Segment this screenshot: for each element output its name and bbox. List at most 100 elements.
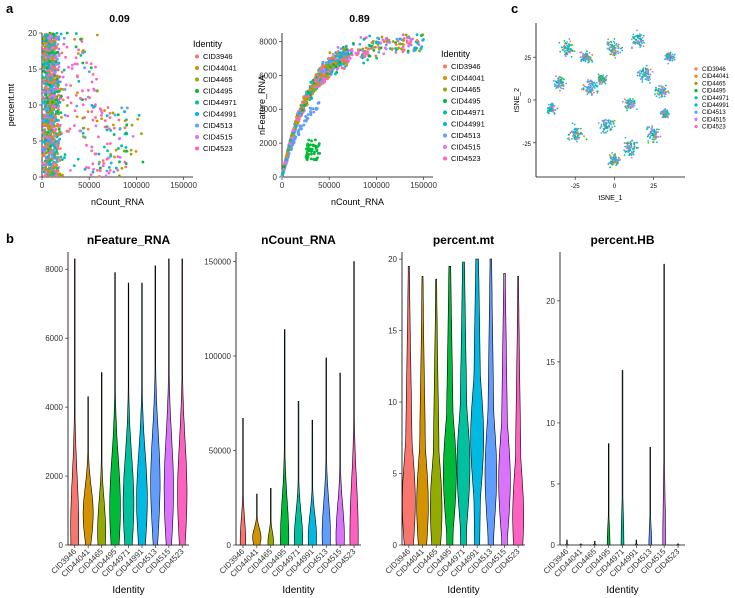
point xyxy=(49,110,53,114)
point xyxy=(101,164,105,168)
point xyxy=(573,137,576,139)
point xyxy=(649,68,652,71)
point xyxy=(637,37,640,39)
point xyxy=(627,151,630,153)
legend-label: CID4465 xyxy=(702,81,726,87)
point xyxy=(579,131,582,134)
point xyxy=(56,147,60,151)
point xyxy=(55,135,59,139)
point xyxy=(560,78,563,81)
point xyxy=(553,85,556,87)
point xyxy=(616,162,619,165)
point xyxy=(619,158,621,161)
point xyxy=(74,56,78,60)
point xyxy=(407,44,411,48)
point xyxy=(95,119,99,123)
point xyxy=(313,88,317,92)
point xyxy=(662,111,664,114)
point xyxy=(80,40,84,43)
legend-marker xyxy=(694,96,698,100)
point xyxy=(565,52,568,55)
point xyxy=(313,144,317,148)
point xyxy=(62,42,66,46)
point xyxy=(635,108,638,111)
point xyxy=(641,79,644,81)
point xyxy=(664,58,667,61)
legend-marker xyxy=(195,89,199,93)
y-tick-label: 6000 xyxy=(45,334,63,343)
point xyxy=(659,88,662,91)
point xyxy=(671,59,674,62)
y-tick-label: 0 xyxy=(393,541,398,550)
point xyxy=(606,41,609,44)
point xyxy=(633,104,636,107)
point xyxy=(566,46,568,49)
point xyxy=(51,32,55,36)
point xyxy=(642,45,645,48)
point xyxy=(118,160,121,164)
point xyxy=(90,110,94,114)
legend-marker xyxy=(443,99,447,103)
point xyxy=(564,53,567,56)
point xyxy=(317,101,321,105)
point xyxy=(114,148,118,152)
point xyxy=(615,158,618,160)
point xyxy=(304,119,308,123)
point xyxy=(591,60,594,63)
point xyxy=(93,89,97,92)
point xyxy=(580,58,583,61)
point xyxy=(612,122,615,125)
legend-label: CID4515 xyxy=(203,133,233,142)
point xyxy=(309,110,312,113)
legend-marker xyxy=(694,74,698,78)
point xyxy=(617,52,620,55)
point xyxy=(663,115,665,118)
point xyxy=(603,77,606,80)
legend-marker xyxy=(443,76,447,80)
legend-marker xyxy=(443,64,447,69)
point xyxy=(51,90,55,94)
y-tick-label: 4000 xyxy=(45,403,63,412)
point xyxy=(105,169,109,173)
point xyxy=(579,127,582,130)
point xyxy=(395,37,399,41)
point xyxy=(582,56,585,59)
point xyxy=(359,36,363,39)
point xyxy=(54,60,58,64)
point xyxy=(376,36,379,40)
point xyxy=(326,77,329,81)
violin-feature-chart: 02000400060008000CID3946CID44041CID4465C… xyxy=(45,233,189,596)
point xyxy=(112,170,116,174)
point xyxy=(580,88,583,91)
point xyxy=(73,62,77,66)
point xyxy=(56,167,59,170)
violin-CID44971 xyxy=(122,282,135,546)
point xyxy=(351,41,355,45)
point xyxy=(97,152,101,156)
point xyxy=(650,131,653,134)
point xyxy=(570,55,573,58)
point xyxy=(599,77,601,80)
point xyxy=(45,66,49,70)
point xyxy=(120,166,124,170)
point xyxy=(55,156,59,160)
point xyxy=(653,135,656,138)
point xyxy=(333,72,337,76)
point xyxy=(591,93,593,95)
point xyxy=(628,149,631,152)
point xyxy=(586,90,588,93)
point xyxy=(117,147,120,150)
point xyxy=(53,66,57,70)
point xyxy=(118,155,122,159)
point xyxy=(44,56,48,59)
point xyxy=(602,78,604,81)
point xyxy=(52,134,56,138)
violin-mt-chart: 05101520CID3946CID44041CID4465CID4495CID… xyxy=(384,233,525,596)
y-tick-label: 20 xyxy=(28,29,37,38)
point xyxy=(638,74,641,77)
point xyxy=(55,118,59,122)
point xyxy=(89,66,93,70)
point xyxy=(45,42,48,46)
point xyxy=(384,37,388,41)
